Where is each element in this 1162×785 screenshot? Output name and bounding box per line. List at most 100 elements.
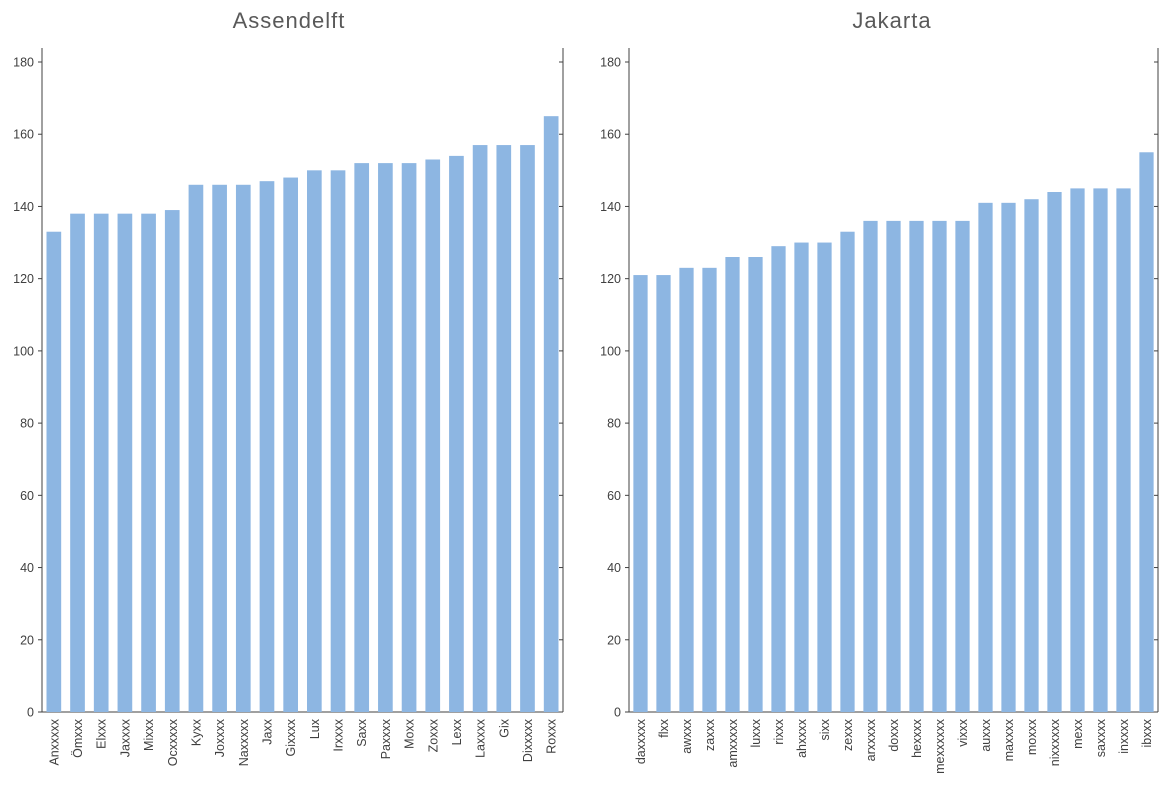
x-tick-label: Lux <box>308 718 322 739</box>
bar-Ocxxxxx <box>164 210 180 712</box>
x-tick-label: sixx <box>818 718 832 740</box>
bar-doxxx <box>886 220 901 712</box>
x-tick-label: Lexx <box>450 718 464 745</box>
bar-flxx <box>656 275 671 712</box>
x-tick-label: ahxxxx <box>795 718 809 758</box>
y-tick-label: 40 <box>20 561 34 575</box>
x-tick-label: mexxxxxx <box>933 718 947 774</box>
chart-title: Jakarta <box>852 8 931 33</box>
y-tick-label: 120 <box>600 272 621 286</box>
y-tick-label: 60 <box>20 489 34 503</box>
y-tick-label: 140 <box>13 200 34 214</box>
bar-zexxx <box>840 231 855 712</box>
bar-amxxxxx <box>725 257 740 712</box>
bar-sixx <box>817 242 832 712</box>
bar-Dixxxxx <box>520 145 535 712</box>
x-tick-label: Zoxxx <box>426 718 440 752</box>
x-tick-label: maxxxx <box>1002 718 1016 761</box>
bar-Lux <box>307 170 322 712</box>
x-tick-label: vixxx <box>956 718 970 747</box>
bar-hexxxx <box>909 220 924 712</box>
bar-Paxxxx <box>378 163 393 713</box>
bar-zaxxx <box>702 267 717 712</box>
x-tick-label: Ömxxx <box>71 718 85 758</box>
x-tick-label: daxxxxx <box>634 718 648 764</box>
bar-Ömxxx <box>70 213 85 713</box>
bar-Kyxx <box>188 184 204 712</box>
bar-Anxxxxx <box>46 231 62 712</box>
x-tick-label: Jaxxxx <box>118 718 132 757</box>
x-tick-label: zaxxx <box>703 718 717 751</box>
x-tick-label: Naxxxxx <box>237 718 251 766</box>
bar-maxxxx <box>1001 202 1016 712</box>
bar-Naxxxxx <box>235 184 251 712</box>
bar-saxxxx <box>1093 188 1108 712</box>
y-tick-label: 140 <box>600 200 621 214</box>
x-tick-label: Ocxxxxx <box>166 718 180 766</box>
y-tick-label: 40 <box>607 561 621 575</box>
bar-Roxxx <box>543 116 559 713</box>
bar-Zoxxx <box>425 159 441 712</box>
x-tick-label: Moxx <box>403 718 417 749</box>
bar-Lexx <box>449 155 464 712</box>
x-tick-label: rixxx <box>772 718 786 744</box>
y-tick-label: 160 <box>13 128 34 142</box>
bar-Irxxxx <box>330 170 346 712</box>
bar-Moxx <box>401 163 417 713</box>
y-tick-label: 100 <box>13 344 34 358</box>
y-tick-label: 80 <box>20 417 34 431</box>
bar-inxxxx <box>1116 188 1131 712</box>
bar-mexxxxxx <box>932 220 947 712</box>
bar-moxxx <box>1024 199 1039 713</box>
y-tick-label: 20 <box>20 633 34 647</box>
x-tick-label: doxxx <box>887 718 901 751</box>
y-tick-label: 0 <box>27 706 34 720</box>
bar-daxxxxx <box>633 275 648 712</box>
chart-assendelft: Assendelft 0 20 40 60 80 100 120 140 160 180 Anxxxx… <box>13 8 564 766</box>
bar-Mixxx <box>141 213 156 713</box>
y-tick-label: 60 <box>607 489 621 503</box>
y-tick-label: 180 <box>600 56 621 70</box>
bar-Gixxxx <box>283 177 298 712</box>
x-tick-label: Elxxx <box>95 718 109 749</box>
bar-Jaxx <box>259 181 275 713</box>
bar-auxxx <box>978 202 993 712</box>
x-tick-label: Joxxxx <box>213 718 227 757</box>
bar-Jaxxxx <box>117 213 133 713</box>
x-tick-label: ibxxx <box>1140 718 1154 747</box>
x-tick-label: Kyxx <box>189 718 203 746</box>
y-tick-label: 20 <box>607 633 621 647</box>
x-tick-label: zexxx <box>841 718 855 751</box>
bar-vixxx <box>955 220 970 712</box>
x-tick-label: Roxxx <box>545 718 559 753</box>
x-tick-label: arxxxxx <box>864 718 878 761</box>
y-tick-label: 80 <box>607 417 621 431</box>
bar-Elxxx <box>93 213 109 713</box>
y-tick-label: 0 <box>614 706 621 720</box>
x-tick-label: Gixxxx <box>284 718 298 756</box>
chart-title: Assendelft <box>233 8 346 33</box>
bar-nixxxxxx <box>1047 192 1062 712</box>
x-tick-label: Gix <box>497 718 511 738</box>
x-tick-label: Laxxxx <box>474 718 488 758</box>
x-tick-label: hexxxx <box>910 718 924 758</box>
x-tick-label: inxxxx <box>1117 718 1131 753</box>
bar-awxxx <box>679 267 694 712</box>
bar-ibxxx <box>1139 152 1154 712</box>
bar-Laxxxx <box>472 145 488 712</box>
bar-mexx <box>1070 188 1085 712</box>
bar-Gix <box>496 145 512 712</box>
x-tick-label: nixxxxxx <box>1048 718 1062 766</box>
x-tick-label: amxxxxx <box>726 718 740 767</box>
x-tick-label: luxxx <box>749 718 763 747</box>
x-tick-label: Paxxxx <box>379 718 393 759</box>
y-tick-label: 100 <box>600 344 621 358</box>
bar-luxxx <box>748 257 763 712</box>
x-tick-label: Saxx <box>355 718 369 747</box>
x-tick-label: awxxx <box>680 718 694 753</box>
y-tick-label: 160 <box>600 128 621 142</box>
x-tick-label: mexx <box>1071 718 1085 749</box>
bar-ahxxxx <box>794 242 809 712</box>
x-tick-label: moxxx <box>1025 718 1039 755</box>
